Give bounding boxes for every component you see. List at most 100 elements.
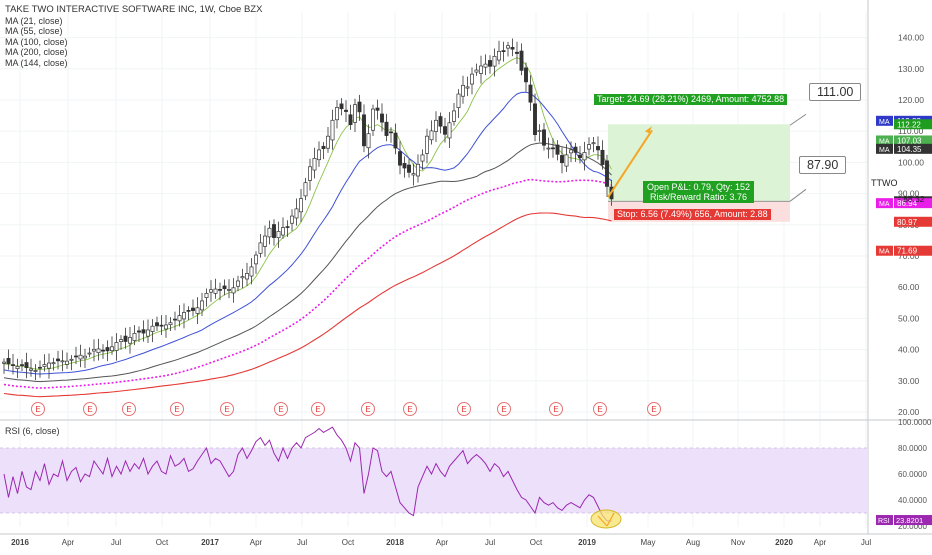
candle[interactable] — [402, 163, 407, 169]
candle[interactable] — [303, 182, 308, 197]
legend-ma144[interactable]: MA (144, close) — [5, 57, 68, 68]
candle[interactable] — [195, 307, 200, 314]
candle[interactable] — [20, 364, 24, 366]
candle[interactable] — [317, 149, 321, 161]
price-tag[interactable] — [894, 216, 932, 227]
candle[interactable] — [15, 366, 20, 370]
earnings-marker[interactable]: E — [403, 402, 417, 416]
candle[interactable] — [555, 144, 560, 155]
candle[interactable] — [281, 227, 285, 236]
price-tag[interactable] — [894, 135, 932, 146]
candle[interactable] — [96, 348, 101, 354]
candle[interactable] — [443, 126, 447, 135]
candle[interactable] — [65, 360, 69, 365]
candle[interactable] — [564, 154, 569, 167]
ma55-line[interactable] — [3, 91, 612, 375]
candle[interactable] — [456, 93, 461, 108]
candle[interactable] — [344, 109, 348, 112]
candle[interactable] — [263, 235, 267, 247]
symbol-title[interactable]: TAKE TWO INTERACTIVE SOFTWARE INC, 1W, C… — [5, 4, 263, 15]
candle[interactable] — [236, 280, 240, 287]
candle[interactable] — [155, 322, 159, 327]
candle[interactable] — [218, 289, 222, 291]
candle[interactable] — [123, 335, 128, 342]
ma100-line[interactable] — [3, 142, 612, 383]
candle[interactable] — [357, 101, 362, 113]
price-tag[interactable] — [894, 245, 932, 256]
candle[interactable] — [267, 227, 272, 238]
candle[interactable] — [416, 163, 420, 177]
candle[interactable] — [384, 121, 389, 136]
candle[interactable] — [308, 166, 312, 181]
stop-label[interactable]: Stop: 6.56 (7.49%) 656, Amount: 2.88 — [614, 209, 771, 220]
earnings-marker[interactable]: E — [220, 402, 234, 416]
candle[interactable] — [141, 329, 146, 334]
ma200-line[interactable] — [3, 212, 612, 398]
candle[interactable] — [339, 103, 344, 110]
candle[interactable] — [272, 224, 276, 238]
candle[interactable] — [429, 130, 434, 141]
candle[interactable] — [24, 362, 29, 369]
candle[interactable] — [389, 131, 393, 134]
candle[interactable] — [11, 364, 15, 366]
candle[interactable] — [515, 51, 519, 54]
candle[interactable] — [128, 337, 132, 344]
price-callout-upper[interactable]: 111.00 — [809, 83, 862, 101]
candle[interactable] — [452, 110, 456, 122]
price-tag[interactable] — [894, 119, 932, 130]
candle[interactable] — [294, 208, 299, 219]
candle[interactable] — [474, 69, 479, 73]
candle[interactable] — [38, 366, 42, 369]
candle[interactable] — [227, 289, 231, 291]
candle[interactable] — [353, 104, 357, 123]
candle[interactable] — [501, 50, 506, 52]
candle[interactable] — [465, 86, 470, 89]
earnings-marker[interactable]: E — [311, 402, 325, 416]
candle[interactable] — [312, 157, 317, 171]
earnings-marker[interactable]: E — [122, 402, 136, 416]
candle[interactable] — [101, 349, 105, 352]
candle[interactable] — [380, 113, 384, 123]
earnings-marker[interactable]: E — [593, 402, 607, 416]
candle[interactable] — [146, 329, 150, 337]
candle[interactable] — [447, 122, 452, 139]
candle[interactable] — [245, 273, 249, 280]
earnings-marker[interactable]: E — [83, 402, 97, 416]
candle[interactable] — [393, 132, 398, 149]
candle[interactable] — [330, 119, 335, 141]
candle[interactable] — [483, 63, 488, 68]
legend-ma55[interactable]: MA (55, close) — [5, 26, 63, 36]
candle[interactable] — [191, 307, 195, 311]
candle[interactable] — [204, 293, 209, 298]
candle[interactable] — [74, 355, 78, 358]
candle[interactable] — [87, 352, 92, 355]
candle[interactable] — [528, 84, 533, 103]
candle[interactable] — [213, 288, 218, 294]
pnl-label[interactable]: Open P&L: 0.79, Qty: 152 Risk/Reward Rat… — [643, 181, 755, 203]
candle[interactable] — [276, 231, 281, 239]
earnings-marker[interactable]: E — [549, 402, 563, 416]
ma21-line[interactable] — [3, 57, 612, 370]
candle[interactable] — [299, 198, 303, 213]
earnings-marker[interactable]: E — [497, 402, 511, 416]
candle[interactable] — [488, 60, 492, 67]
candle[interactable] — [150, 325, 155, 332]
candle[interactable] — [425, 135, 429, 154]
candle[interactable] — [605, 160, 609, 187]
candle[interactable] — [42, 364, 47, 367]
candle[interactable] — [177, 315, 182, 322]
rsi-value-tag[interactable] — [894, 515, 932, 526]
candle[interactable] — [470, 73, 474, 85]
rsi-line[interactable] — [3, 426, 612, 522]
target-label[interactable]: Target: 24.69 (28.21%) 2469, Amount: 475… — [594, 94, 788, 105]
legend-ma21[interactable]: MA (21, close) — [5, 15, 63, 26]
projection-arrow[interactable] — [607, 129, 653, 198]
legend-ma100[interactable]: MA (100, close) — [5, 36, 68, 47]
candle[interactable] — [591, 142, 596, 145]
candle[interactable] — [29, 368, 33, 371]
candle[interactable] — [420, 154, 425, 162]
candle[interactable] — [375, 107, 380, 111]
candle[interactable] — [200, 300, 204, 311]
